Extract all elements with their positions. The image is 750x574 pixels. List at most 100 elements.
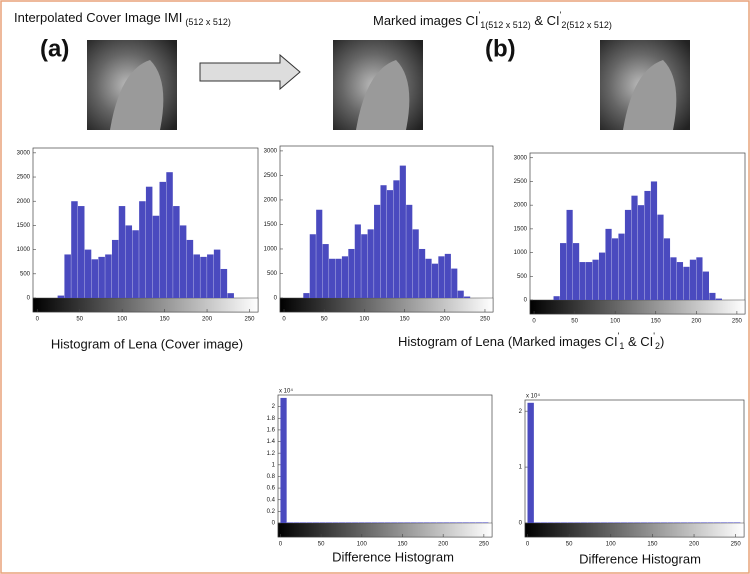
- x-tick-label: 100: [610, 319, 621, 325]
- colorbar: [524, 522, 745, 538]
- x-tick-label: 250: [731, 542, 742, 548]
- bar: [220, 268, 228, 298]
- bar: [312, 522, 320, 523]
- x-tick-label: 100: [117, 317, 128, 323]
- bar: [352, 522, 359, 523]
- y-tick-label: 1500: [17, 223, 31, 229]
- x-tick-label: 150: [651, 319, 662, 325]
- marked-caption: Histogram of Lena (Marked images CI'1 & …: [398, 331, 664, 351]
- bar: [118, 206, 126, 298]
- y-tick-label: 2000: [17, 199, 31, 205]
- bar: [560, 243, 567, 300]
- bar: [534, 522, 541, 523]
- bar: [391, 522, 398, 523]
- y-tick-label: 1.8: [267, 416, 276, 422]
- x-label: Histogram of Lena (Cover image): [51, 336, 243, 351]
- label-b: (b): [485, 35, 516, 62]
- bar: [378, 522, 385, 523]
- bar: [592, 259, 599, 300]
- bar: [280, 397, 287, 523]
- colorbar: [32, 297, 259, 313]
- y-tick-label: 0: [272, 521, 276, 527]
- x-tick-label: 150: [160, 317, 171, 323]
- y-tick-label: 1500: [264, 222, 278, 228]
- bar: [647, 522, 654, 523]
- bar: [186, 239, 194, 298]
- y-tick-label: 2: [272, 404, 276, 410]
- x-tick-label: 50: [566, 542, 573, 548]
- colorbar: [277, 522, 493, 538]
- x-tick-label: 250: [732, 319, 743, 325]
- bar: [293, 522, 300, 523]
- bar: [660, 522, 668, 523]
- x-tick-label: 50: [318, 542, 325, 548]
- bar: [644, 190, 651, 300]
- bar: [78, 206, 85, 298]
- bar: [566, 209, 573, 300]
- y-tick-label: 3000: [264, 148, 278, 154]
- colorbar: [279, 297, 494, 313]
- bar: [159, 181, 167, 298]
- bar: [64, 254, 71, 298]
- bar: [469, 522, 476, 523]
- bar: [627, 522, 634, 523]
- bar: [462, 522, 469, 523]
- bar: [319, 522, 326, 523]
- bar: [475, 522, 482, 523]
- x-tick-label: 50: [571, 319, 578, 325]
- bar: [650, 181, 658, 300]
- bar: [173, 206, 180, 298]
- bar: [547, 522, 554, 523]
- bar: [674, 522, 681, 523]
- bar: [105, 254, 112, 298]
- y-tick-label: 0.4: [267, 497, 276, 503]
- bar: [694, 522, 701, 523]
- bar: [579, 262, 586, 300]
- y-tick-label: 1.4: [267, 439, 276, 445]
- y-tick-label: 1: [519, 465, 523, 471]
- bar: [444, 253, 451, 298]
- y-tick-label: 2500: [264, 173, 278, 179]
- bar: [707, 522, 714, 523]
- y-tick-label: 1500: [514, 226, 528, 232]
- cover-image: [87, 40, 177, 130]
- colorbar: [529, 299, 746, 315]
- bar: [620, 522, 628, 523]
- bar: [654, 522, 661, 523]
- x-tick-label: 50: [321, 317, 328, 323]
- x-tick-label: 200: [691, 319, 702, 325]
- y-multiplier: x 10⁴: [526, 393, 540, 400]
- bar: [598, 252, 606, 300]
- bar: [585, 262, 593, 300]
- bar: [527, 402, 534, 523]
- bar: [419, 248, 426, 298]
- bar: [365, 522, 372, 523]
- bar: [423, 522, 430, 523]
- bar: [132, 230, 139, 298]
- plot-area: [524, 399, 745, 538]
- bar: [631, 195, 638, 300]
- marked-title: Marked images CI'1(512 x 512) & CI'2(512…: [373, 10, 612, 30]
- bar: [634, 522, 641, 523]
- bar: [406, 204, 413, 298]
- bar: [125, 225, 133, 298]
- bar: [687, 522, 694, 523]
- bar: [332, 522, 339, 523]
- bar: [436, 522, 443, 523]
- bar: [393, 180, 400, 298]
- bar: [397, 522, 404, 523]
- bar: [306, 522, 313, 523]
- y-tick-label: 1000: [17, 247, 31, 253]
- bar: [640, 522, 648, 523]
- bar: [696, 257, 703, 300]
- bar: [607, 522, 614, 523]
- bar: [574, 522, 581, 523]
- x-tick-label: 200: [202, 317, 213, 323]
- x-tick-label: 200: [438, 542, 449, 548]
- label-a: (a): [40, 35, 69, 62]
- x-tick-label: 0: [282, 317, 286, 323]
- bar: [553, 296, 560, 300]
